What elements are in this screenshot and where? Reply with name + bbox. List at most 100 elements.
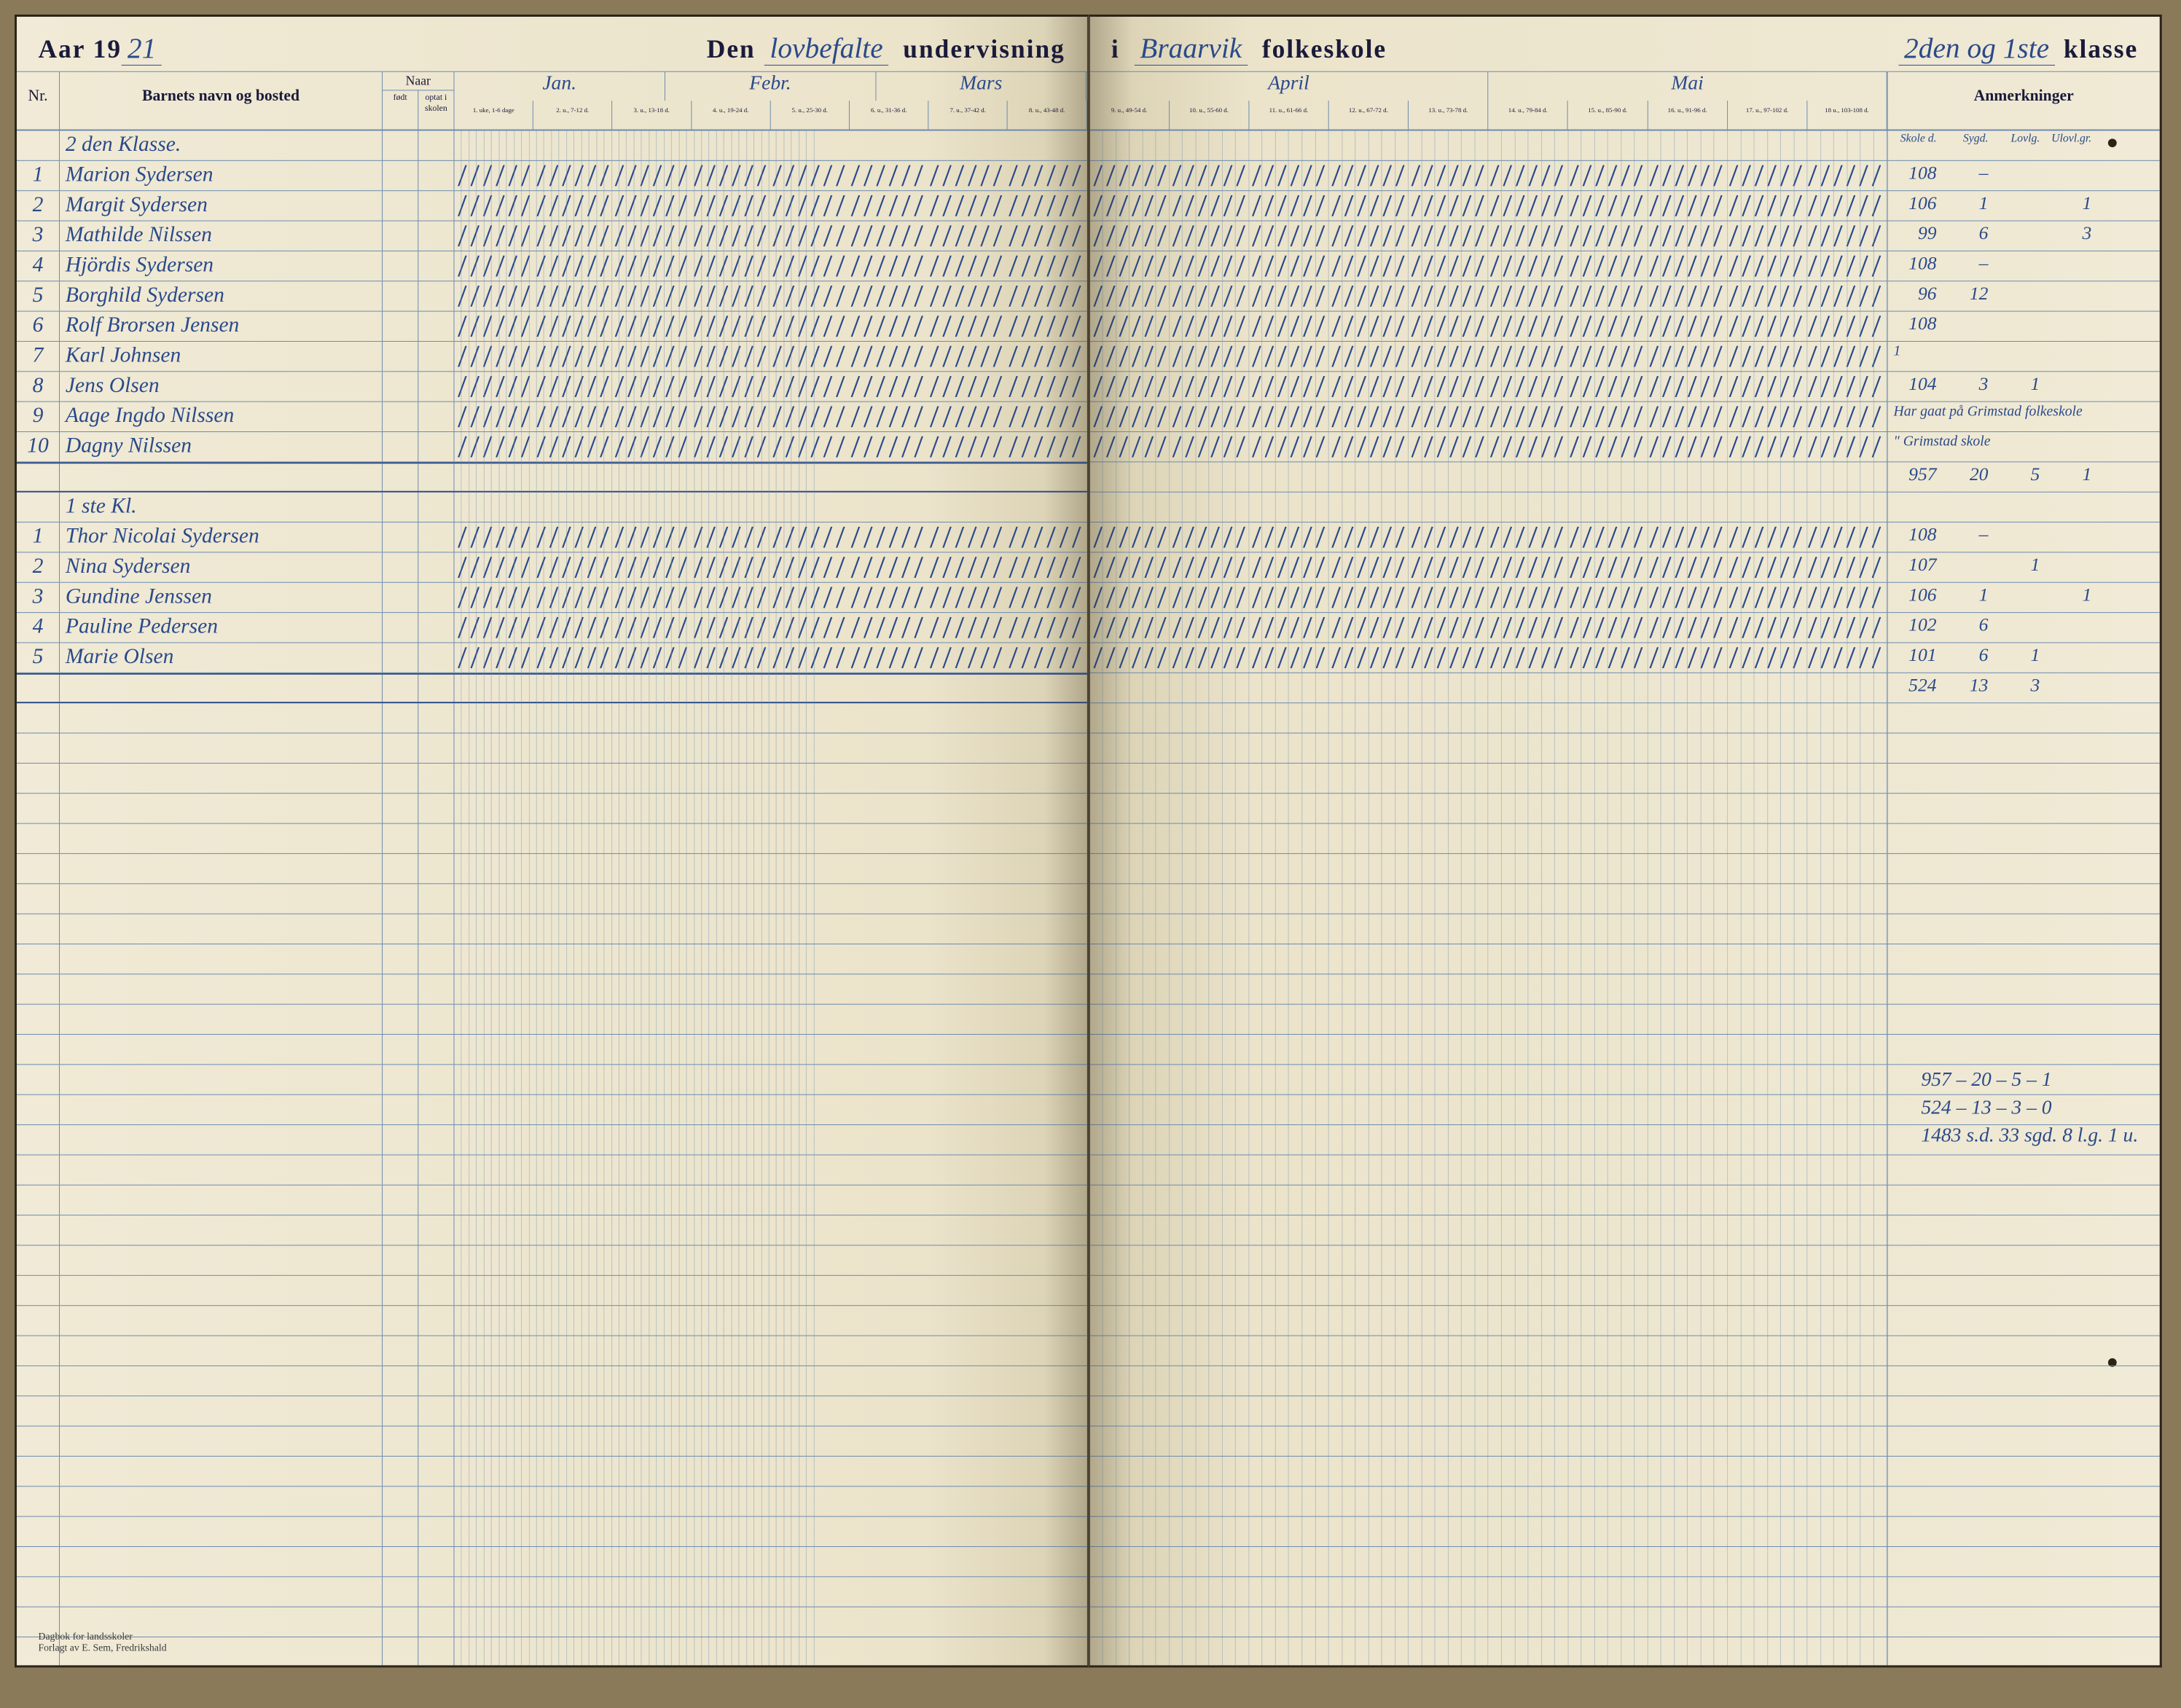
header-left: Aar 19 21 Den lovbefalte undervisning <box>17 17 1086 72</box>
anm-cell <box>1887 1155 2160 1184</box>
attendance-cell <box>455 251 1087 281</box>
row-nr <box>17 1035 60 1064</box>
student-name <box>60 944 383 974</box>
table-row <box>1089 1005 2159 1035</box>
student-name <box>60 1215 383 1245</box>
anm-note: 1 <box>1894 343 2154 369</box>
anm-value <box>1997 223 2040 249</box>
footer-line1: Dagbok for landsskoler <box>38 1631 166 1643</box>
attendance-cell <box>455 583 1087 612</box>
month-label: April <box>1089 72 1488 101</box>
naar-cell <box>383 522 454 552</box>
col-anm-header: Anmerkninger <box>1887 72 2160 130</box>
table-row: 1 Marion Sydersen <box>17 161 1086 191</box>
attendance-cell <box>455 854 1087 883</box>
anm-value: 96 <box>1894 283 1937 309</box>
naar-cell <box>383 463 454 490</box>
attendance-cell <box>455 1607 1087 1637</box>
naar-cell <box>383 1517 454 1546</box>
attendance-cell <box>1089 552 1887 581</box>
attendance-cell <box>1089 1306 1887 1335</box>
anm-cell <box>1887 1215 2160 1245</box>
row-nr <box>17 1306 60 1335</box>
attendance-cell <box>1089 643 1887 672</box>
anm-value <box>1997 192 2040 219</box>
row-nr: 9 <box>17 402 60 431</box>
naar-cell <box>383 884 454 913</box>
attendance-cell <box>455 1366 1087 1395</box>
attendance-cell <box>455 914 1087 944</box>
attendance-cell <box>455 493 1087 522</box>
anm-value <box>1997 162 2040 189</box>
den-value: lovbefalte <box>764 31 889 66</box>
row-nr <box>17 1396 60 1425</box>
anm-value <box>2048 162 2091 189</box>
attendance-cell <box>1089 884 1887 913</box>
attendance-cell <box>1089 1095 1887 1124</box>
anm-cell <box>1887 1336 2160 1366</box>
attendance-cell <box>1089 1517 1887 1546</box>
anm-col-label: Skole d. <box>1894 132 1937 158</box>
student-name: Borghild Sydersen <box>60 281 383 310</box>
naar-cell <box>383 1005 454 1034</box>
naar-cell <box>383 675 454 702</box>
table-row: 10611 <box>1089 191 2159 221</box>
naar-cell <box>383 281 454 310</box>
anm-value: 108 <box>1894 524 1937 550</box>
anm-value <box>2048 524 2091 550</box>
attendance-cell <box>1089 1336 1887 1366</box>
student-name <box>60 1306 383 1335</box>
attendance-cell <box>1089 1245 1887 1274</box>
attendance-cell <box>1089 1065 1887 1094</box>
attendance-cell <box>455 1306 1087 1335</box>
student-name <box>60 1186 383 1215</box>
year-value: 21 <box>122 31 162 66</box>
table-row <box>17 1186 1086 1215</box>
table-row <box>17 1095 1086 1125</box>
student-name: Margit Sydersen <box>60 191 383 220</box>
anm-value: 6 <box>1945 614 1988 640</box>
table-row <box>17 1245 1086 1275</box>
naar-cell <box>383 222 454 251</box>
attendance-cell <box>1089 402 1887 431</box>
row-nr <box>17 944 60 974</box>
student-name: Pauline Pedersen <box>60 613 383 642</box>
table-row <box>1089 1486 2159 1516</box>
table-row: 9 Aage Ingdo Nilssen <box>17 402 1086 432</box>
attendance-cell <box>455 130 1087 160</box>
table-row <box>17 1427 1086 1457</box>
anm-cell <box>1887 944 2160 974</box>
attendance-cell <box>455 161 1087 190</box>
month-label: Jan. <box>455 72 665 101</box>
student-name <box>60 794 383 823</box>
anm-cell <box>1887 1607 2160 1637</box>
table-row <box>1089 703 2159 733</box>
anm-value: 106 <box>1894 192 1937 219</box>
week-label: 4. u., 19-24 d. <box>692 101 770 129</box>
attendance-cell <box>455 944 1087 974</box>
student-name <box>60 1245 383 1274</box>
table-row <box>1089 824 2159 854</box>
attendance-cell <box>1089 1276 1887 1305</box>
row-nr: 5 <box>17 281 60 310</box>
naar-cell <box>383 1215 454 1245</box>
anm-cell <box>1887 1186 2160 1215</box>
table-row: 5 Marie Olsen <box>17 643 1086 673</box>
attendance-cell <box>1089 1125 1887 1154</box>
table-row <box>1089 884 2159 914</box>
student-name: Karl Johnsen <box>60 342 383 371</box>
summary-line: 524 – 13 – 3 – 0 <box>1921 1094 2138 1122</box>
anm-cell: 108– <box>1887 251 2160 281</box>
student-name <box>60 1155 383 1184</box>
row-nr <box>17 1336 60 1366</box>
attendance-cell <box>455 1577 1087 1606</box>
anm-value: 1 <box>1945 584 1988 611</box>
attendance-cell <box>455 1155 1087 1184</box>
anm-cell <box>1887 734 2160 763</box>
anm-cell <box>1887 884 2160 913</box>
anm-cell: 9572051 <box>1887 462 2160 491</box>
attendance-cell <box>1089 222 1887 251</box>
naar-cell <box>383 794 454 823</box>
naar-cell <box>383 552 454 581</box>
student-name <box>60 1366 383 1395</box>
